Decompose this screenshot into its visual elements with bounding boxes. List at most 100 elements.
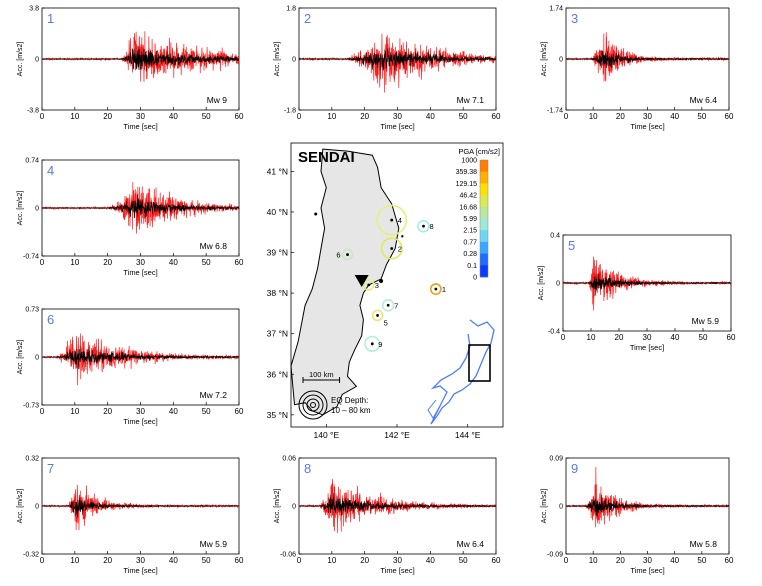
panel-number: 4	[47, 163, 54, 178]
y-tick-label: -0.06	[280, 552, 296, 559]
x-tick-label: 50	[697, 112, 706, 121]
x-tick-label: 20	[103, 112, 112, 121]
filtered-acceleration-trace	[298, 48, 497, 71]
pga-colorbar-segment	[480, 195, 488, 208]
station-marker	[376, 314, 379, 317]
station-marker	[422, 224, 425, 228]
station-label: 6	[336, 251, 340, 260]
filtered-acceleration-trace	[565, 494, 730, 518]
magnitude-label: Mw 6.4	[690, 95, 718, 105]
station-pga-circle	[341, 248, 354, 261]
japan-inset	[427, 319, 495, 425]
y-tick-label: 0	[292, 57, 296, 64]
pga-colorbar-frame	[479, 159, 489, 278]
y-tick-label: 0.09	[549, 456, 563, 463]
y-tick-label: 0	[35, 57, 39, 64]
panel-number: 5	[568, 238, 575, 253]
magnitude-label: Mw 5.8	[690, 539, 718, 549]
lon-tick-label: 144 °E	[455, 430, 481, 440]
x-tick-label: 40	[671, 333, 680, 342]
station-label: 2	[398, 244, 402, 253]
station-pga-circle	[417, 219, 430, 233]
station-pga-circle	[381, 299, 395, 312]
y-tick-label: 0	[35, 355, 39, 362]
x-tick-label: 10	[587, 333, 596, 342]
x-tick-label: 40	[169, 407, 178, 416]
pga-legend-label: 16.68	[459, 204, 477, 211]
x-tick-label: 0	[40, 556, 45, 565]
magnitude-label: Mw 5.9	[692, 316, 720, 326]
x-tick-label: 60	[492, 556, 501, 565]
y-axis-label: Acc. [m/s2]	[274, 489, 281, 524]
x-axis-label: Time [sec]	[380, 122, 414, 131]
pga-legend-label: 1000	[461, 158, 477, 165]
inset-study-area-box	[468, 344, 491, 382]
y-tick-label: -0.73	[23, 403, 39, 410]
x-tick-label: 10	[70, 112, 79, 121]
pga-legend-label: 2.15	[463, 228, 477, 235]
y-tick-label: 0.32	[25, 456, 39, 463]
x-tick-label: 30	[643, 333, 652, 342]
pga-colorbar-segment	[480, 230, 488, 243]
x-tick-label: 40	[169, 258, 178, 267]
station-pga-circle	[371, 309, 384, 322]
y-tick-label: 3.8	[29, 6, 39, 13]
x-tick-label: 10	[70, 407, 79, 416]
panel-number: 8	[304, 461, 311, 476]
y-tick-label: 0	[35, 206, 39, 213]
pga-colorbar-segment	[480, 218, 488, 231]
lat-tick-label: 40 °N	[267, 207, 288, 217]
x-tick-label: 20	[103, 407, 112, 416]
y-tick-label: 1.8	[286, 6, 296, 13]
x-tick-label: 50	[202, 112, 211, 121]
station-pga-circle	[364, 335, 381, 352]
x-tick-label: 30	[136, 556, 145, 565]
y-axis-label: Acc. [m/s2]	[274, 42, 281, 77]
pga-colorbar-segment	[480, 160, 488, 173]
map-title: SENDAI	[298, 149, 355, 166]
y-tick-label: 1.74	[549, 6, 563, 13]
pga-colorbar-segment	[480, 241, 488, 254]
station-marker	[367, 283, 371, 287]
x-tick-label: 0	[297, 112, 302, 121]
kyushu-coastline	[427, 399, 441, 419]
filtered-acceleration-trace	[565, 49, 730, 69]
station-marker	[390, 247, 394, 250]
lat-tick-label: 39 °N	[267, 248, 288, 258]
panel-number: 9	[571, 461, 578, 476]
filtered-acceleration-trace	[41, 46, 240, 72]
y-axis-label: Acc. [m/s2]	[541, 42, 548, 77]
station-marker	[346, 253, 349, 256]
x-tick-label: 30	[136, 258, 145, 267]
station-marker	[434, 287, 438, 291]
x-tick-label: 0	[40, 258, 45, 267]
x-tick-label: 60	[235, 556, 244, 565]
x-tick-label: 60	[492, 112, 501, 121]
x-tick-label: 0	[564, 556, 569, 565]
x-tick-label: 0	[297, 556, 302, 565]
pga-legend-label: 5.99	[463, 216, 477, 223]
station-pga-circle	[362, 279, 375, 291]
panel-number: 2	[304, 11, 311, 26]
scale-bar-label: 100 km	[309, 370, 334, 379]
magnitude-label: Mw 9	[207, 95, 228, 105]
station-pga-circle	[380, 237, 403, 260]
station-pga-circle	[376, 204, 408, 236]
sendai-map: 41 °N 40 °N 39 °N 38 °N 37 °N 36 °N 35 °N 140 °…	[267, 142, 504, 440]
x-tick-label: 50	[699, 333, 708, 342]
magnitude-label: Mw 6.8	[200, 241, 228, 251]
lat-tick-label: 37 °N	[267, 329, 288, 339]
x-tick-label: 40	[169, 112, 178, 121]
depth-legend-circle	[306, 398, 320, 412]
x-tick-label: 0	[561, 333, 566, 342]
x-tick-label: 30	[136, 112, 145, 121]
y-axis-label: Acc. [m/s2]	[17, 191, 24, 226]
y-tick-label: 0.06	[282, 456, 296, 463]
station-label: 8	[430, 222, 434, 231]
panel-number: 6	[47, 312, 54, 327]
